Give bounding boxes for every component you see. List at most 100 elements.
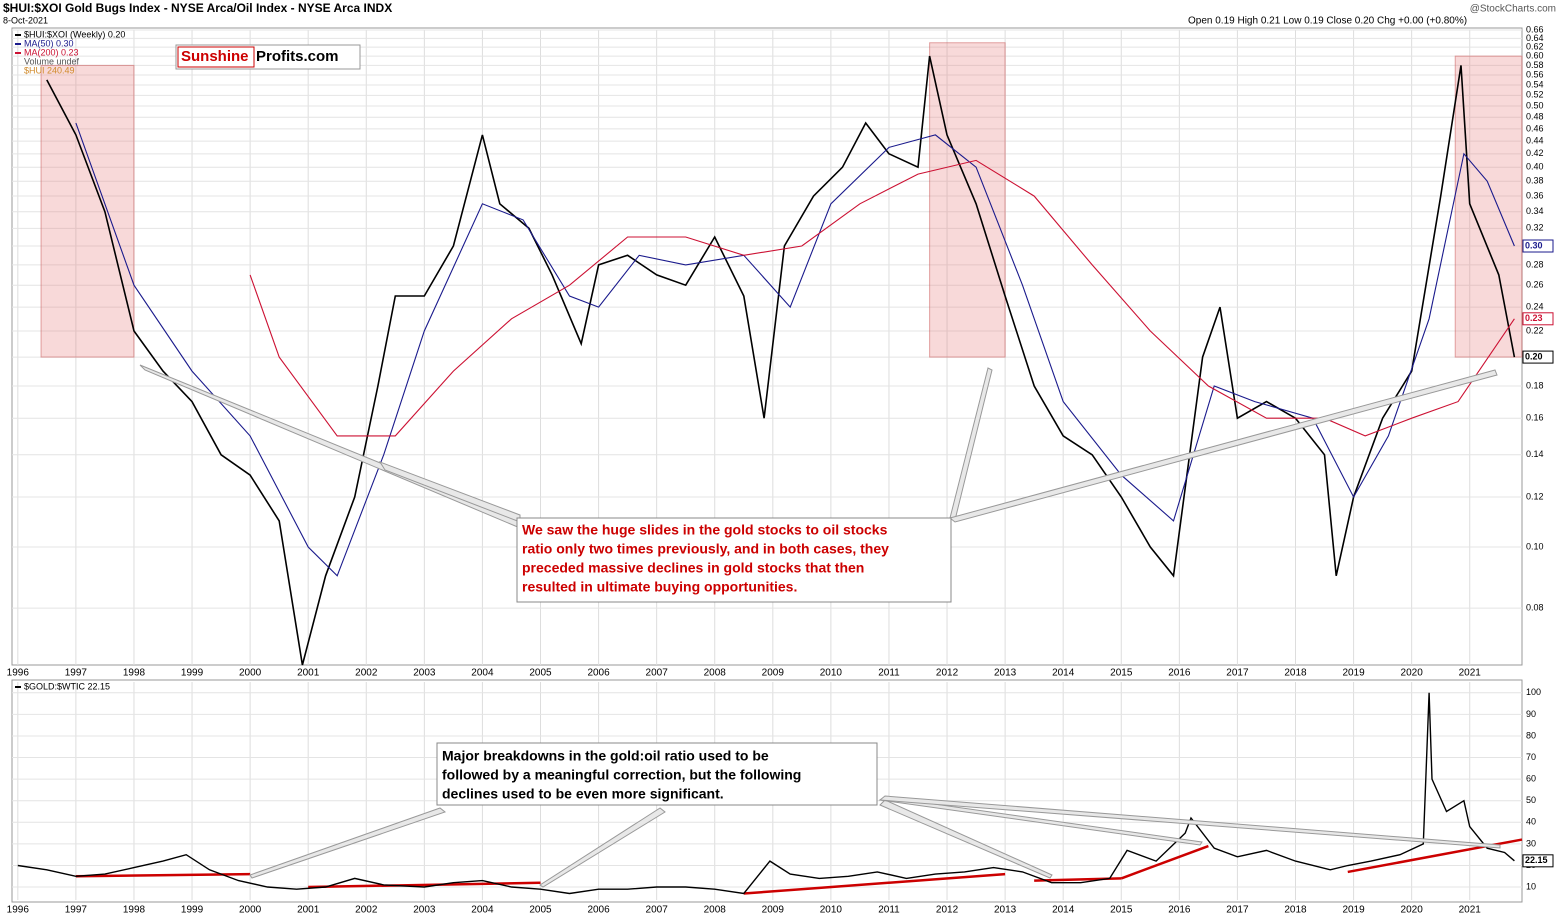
x-tick-label: 2017: [1226, 668, 1249, 679]
legend-label: $HUI 240.49: [24, 65, 75, 75]
x-tick-label: 2004: [471, 668, 494, 679]
y-tick-label: 0.42: [1526, 148, 1544, 158]
y-tick-label: 0.40: [1526, 162, 1544, 172]
x-tick-label: 1999: [181, 668, 204, 679]
x-tick-label: 2000: [239, 668, 262, 679]
y-tick-label: 0.36: [1526, 190, 1544, 200]
header-quote: Open 0.19 High 0.21 Low 0.19 Close 0.20 …: [1188, 16, 1467, 27]
pointers: [139, 364, 1501, 888]
y-tick-label: 80: [1526, 730, 1536, 740]
x-tick-label: 2014: [1052, 905, 1075, 916]
series-line: [17, 692, 1515, 895]
y-tick-label: 0.24: [1526, 302, 1544, 312]
y-tick-label: 100: [1526, 687, 1541, 697]
x-tick-label: 1996: [7, 905, 30, 916]
legend-label: $HUI:$XOI (Weekly) 0.20: [24, 29, 125, 39]
y-tick-label: 10: [1526, 881, 1536, 891]
x-tick-label: 2012: [936, 905, 959, 916]
x-tick-label: 2013: [994, 668, 1017, 679]
x-tick-label: 2011: [878, 668, 900, 679]
y-tick-label: 0.22: [1526, 325, 1544, 335]
annotation-box: [516, 517, 952, 603]
x-tick-label: 2007: [646, 905, 669, 916]
highlight: [929, 42, 1006, 358]
y-tick-label: 0.50: [1526, 100, 1544, 110]
legend-label: Volume undef: [24, 56, 80, 66]
annotation: Major breakdowns in the gold:oil ratio u…: [442, 748, 769, 764]
annotation-box: [436, 742, 878, 806]
y-tick-label: 0.26: [1526, 280, 1544, 290]
x-tick-label: 2005: [529, 905, 552, 916]
last-value-label: 22.15: [1525, 855, 1548, 865]
y-tick-label: 0.28: [1526, 259, 1544, 269]
logo-text: Sunshine: [181, 48, 249, 65]
pointer: [878, 795, 1501, 849]
last-value-label: 0.20: [1525, 351, 1543, 361]
trend-line: [1120, 844, 1209, 880]
y-tick-label: 40: [1526, 817, 1536, 827]
logo-frame: [177, 46, 255, 68]
x-tick-label: 2004: [471, 905, 494, 916]
last-value-label: 0.23: [1525, 313, 1543, 323]
y-tick-label: 0.08: [1526, 602, 1544, 612]
x-tick-label: 2006: [587, 905, 610, 916]
y-tick-label: 30: [1526, 838, 1536, 848]
last-value-tag: [1522, 312, 1554, 326]
x-tick-label: 2009: [762, 905, 785, 916]
x-tick-label: 1998: [123, 905, 146, 916]
x-tick-label: 2016: [1168, 668, 1191, 679]
x-tick-label: 2020: [1401, 905, 1424, 916]
y-tick-label: 50: [1526, 795, 1536, 805]
annotation: resulted in ultimate buying opportunitie…: [522, 579, 797, 595]
x-tick-label: 2000: [239, 905, 262, 916]
y-tick-label: 0.52: [1526, 90, 1544, 100]
x-tick-label: 2019: [1342, 668, 1365, 679]
x-tick-label: 2002: [355, 668, 378, 679]
x-tick-label: 2019: [1342, 905, 1365, 916]
y-tick-label: 0.34: [1526, 206, 1544, 216]
x-tick-label: 2010: [820, 668, 843, 679]
header-source: @StockCharts.com: [1470, 4, 1556, 15]
x-tick-label: 2016: [1168, 905, 1191, 916]
x-tick-label: 2010: [820, 905, 843, 916]
x-tick-label: 2011: [878, 905, 900, 916]
pointer: [249, 807, 447, 879]
y-tick-label: 0.10: [1526, 541, 1544, 551]
x-tick-label: 2006: [587, 668, 610, 679]
y-tick-label: 0.58: [1526, 60, 1544, 70]
series-line: [75, 122, 1515, 577]
y-tick-label: 60: [1526, 774, 1536, 784]
pointer: [879, 799, 1053, 879]
x-tick-label: 1996: [7, 668, 30, 679]
y-tick-label: 0.62: [1526, 42, 1544, 52]
y-tick-label: 0.38: [1526, 176, 1544, 186]
y-tick-label: 0.14: [1526, 449, 1544, 459]
x-tick-label: 2021: [1459, 668, 1482, 679]
pointer: [948, 369, 1498, 523]
y-tick-label: 0.66: [1526, 24, 1544, 34]
y-tick-label: 70: [1526, 752, 1536, 762]
highlight: [1454, 55, 1523, 358]
last-value-tag: [1522, 350, 1554, 364]
x-tick-label: 2018: [1284, 905, 1307, 916]
logo-text: Profits.com: [256, 48, 339, 65]
x-tick-label: 2008: [704, 905, 727, 916]
annotation: ratio only two times previously, and in …: [522, 541, 889, 557]
y-tick-label: 0.12: [1526, 491, 1544, 501]
x-tick-label: 2003: [413, 668, 436, 679]
trend-line: [743, 872, 1006, 895]
header-date: 8-Oct-2021: [3, 15, 48, 25]
series-line: [46, 55, 1516, 666]
x-tick-label: 2014: [1052, 668, 1075, 679]
x-tick-label: 2001: [297, 905, 320, 916]
legend-label: $GOLD:$WTIC 22.15: [24, 681, 110, 691]
y-tick-label: 0.16: [1526, 413, 1544, 423]
last-value-tag: [1522, 239, 1554, 253]
x-tick-label: 1998: [123, 668, 146, 679]
x-tick-label: 2001: [297, 668, 320, 679]
x-tick-label: 2015: [1110, 668, 1133, 679]
x-tick-label: 2003: [413, 905, 436, 916]
header-title: $HUI:$XOI Gold Bugs Index - NYSE Arca/Oi…: [3, 1, 392, 15]
x-tick-label: 2012: [936, 668, 959, 679]
annotation: followed by a meaningful correction, but…: [442, 767, 801, 783]
